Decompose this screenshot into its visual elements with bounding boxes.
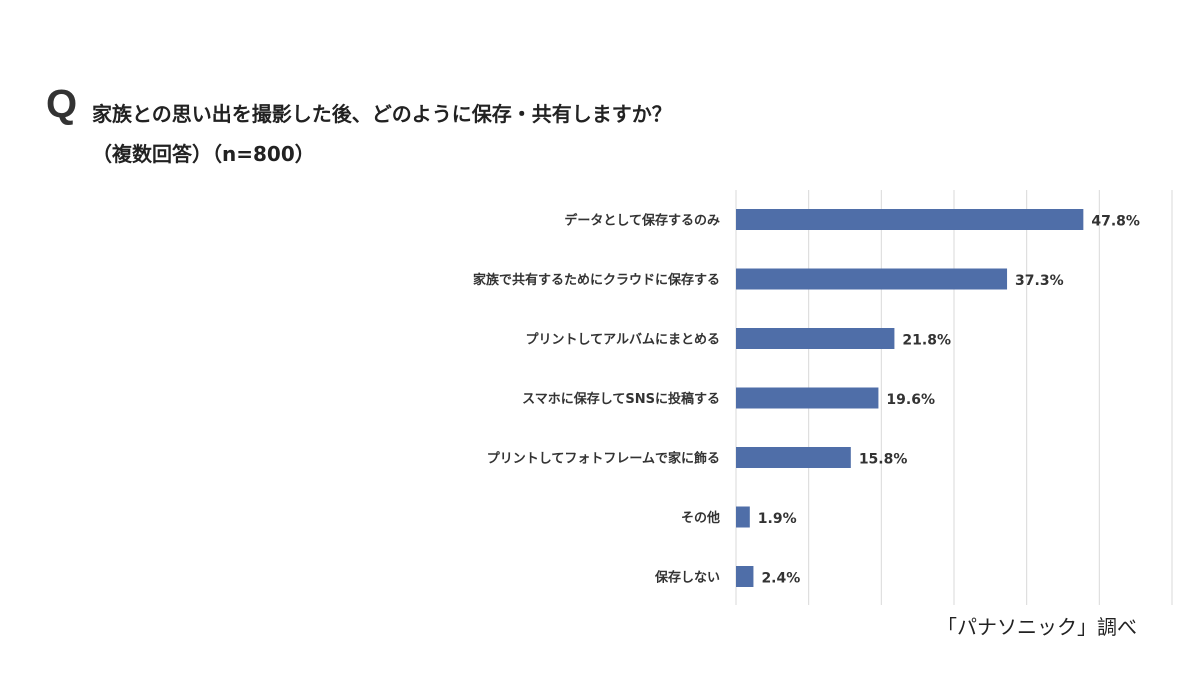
source-note: 「パナソニック」調べ bbox=[937, 615, 1137, 639]
data-label: 2.4% bbox=[761, 571, 800, 587]
bar bbox=[736, 328, 895, 349]
category-label: プリントしてフォトフレームで家に飾る bbox=[487, 451, 720, 467]
data-label: 19.6% bbox=[886, 392, 935, 408]
category-label: データとして保存するのみ bbox=[564, 213, 720, 229]
data-label: 15.8% bbox=[859, 452, 908, 468]
category-label: 家族で共有するためにクラウドに保存する bbox=[473, 272, 720, 288]
category-label: 保存しない bbox=[654, 570, 720, 586]
chart-title: 家族との思い出を撮影した後、どのように保存・共有しますか？ bbox=[92, 102, 672, 126]
bar bbox=[736, 506, 750, 528]
category-label: スマホに保存してSNSに投稿する bbox=[522, 391, 720, 407]
bar bbox=[736, 268, 1008, 290]
data-label: 37.3% bbox=[1015, 273, 1064, 289]
category-label: プリントしてアルバムにまとめる bbox=[526, 333, 720, 348]
q-mark: Q bbox=[46, 82, 78, 126]
bar bbox=[736, 566, 754, 587]
bar bbox=[736, 447, 851, 468]
bar bbox=[736, 387, 879, 409]
data-label: 21.8% bbox=[902, 333, 951, 349]
bar bbox=[736, 209, 1084, 230]
data-label: 1.9% bbox=[758, 511, 797, 527]
category-label: その他 bbox=[681, 510, 720, 526]
data-label: 47.8% bbox=[1091, 214, 1140, 230]
chart-subtitle: （複数回答）（n=800） bbox=[92, 142, 315, 166]
